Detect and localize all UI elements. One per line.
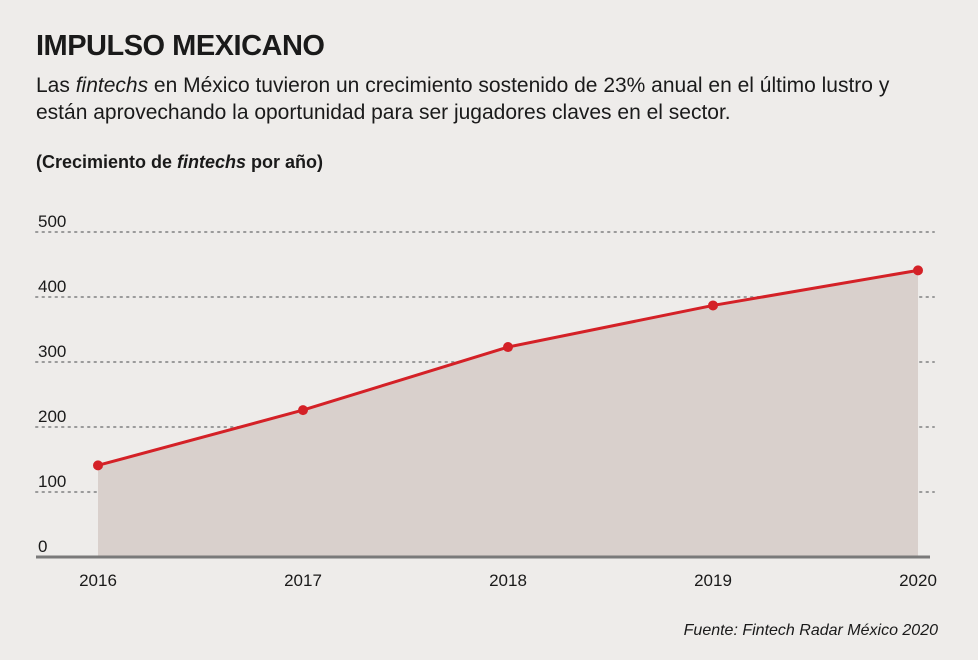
y-tick-label-300: 300 (38, 342, 66, 361)
data-point-2019 (708, 300, 718, 311)
area-fill (98, 270, 918, 557)
data-points (93, 265, 923, 471)
source-note: Fuente: Fintech Radar México 2020 (683, 622, 938, 639)
chart-subtitle: Las fintechs en México tuvieron un creci… (36, 74, 890, 124)
y-tick-label-0: 0 (38, 537, 47, 556)
data-point-2020 (913, 265, 923, 276)
y-tick-label-400: 400 (38, 277, 66, 296)
x-tick-label-2016: 2016 (79, 571, 117, 590)
y-tick-label-200: 200 (38, 407, 66, 426)
y-axis-labels: 0 100 200 300 400 500 (38, 212, 66, 556)
data-point-2018 (503, 342, 513, 353)
data-point-2017 (298, 405, 308, 416)
units-label: (Crecimiento de fintechs por año) (36, 152, 324, 172)
x-tick-label-2018: 2018 (489, 571, 527, 590)
chart-title: IMPULSO MEXICANO (36, 30, 325, 62)
x-tick-label-2019: 2019 (694, 571, 732, 590)
x-axis-labels: 2016 2017 2018 2019 2020 (79, 571, 937, 590)
x-tick-label-2020: 2020 (899, 571, 937, 590)
data-point-2016 (93, 460, 103, 471)
y-tick-label-100: 100 (38, 472, 66, 491)
y-tick-label-500: 500 (38, 212, 66, 231)
x-tick-label-2017: 2017 (284, 571, 322, 590)
